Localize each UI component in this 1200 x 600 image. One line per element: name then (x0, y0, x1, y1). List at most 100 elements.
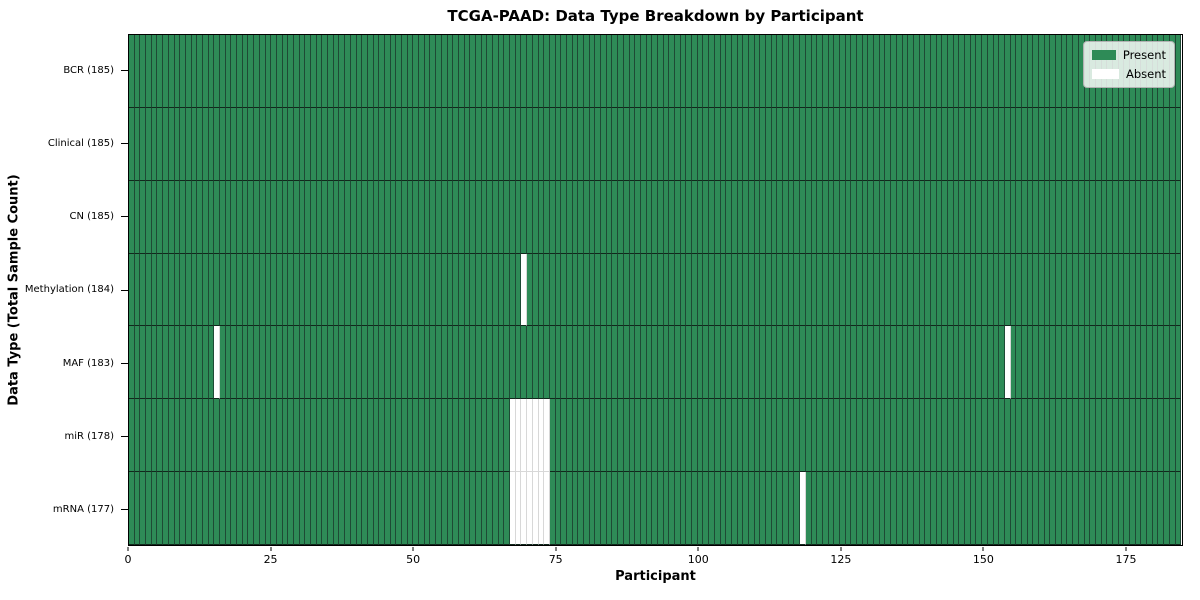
cell-present (783, 253, 789, 327)
cell-present (362, 326, 368, 400)
cell-present (748, 35, 755, 108)
cell-present (737, 253, 744, 327)
cell-present (794, 472, 801, 546)
legend: Present Absent (1083, 41, 1175, 88)
x-tick-mark (982, 547, 984, 551)
cell-present (936, 107, 943, 181)
cell-present (629, 326, 636, 400)
cell-present (1107, 326, 1113, 400)
cell-present (555, 253, 562, 327)
cell-present (487, 253, 493, 327)
cell-present (180, 472, 186, 546)
cell-present (697, 472, 704, 546)
cell-present (146, 180, 152, 254)
y-tick-label: MAF (183) (62, 357, 114, 369)
cell-present (669, 253, 675, 327)
cell-present (1152, 253, 1159, 327)
cell-present (1169, 107, 1176, 181)
cell-present (663, 399, 670, 473)
cell-present (601, 399, 607, 473)
cell-present (248, 180, 255, 254)
cell-present (1158, 253, 1165, 327)
cell-present (475, 326, 482, 400)
cell-present (129, 180, 135, 254)
cell-present (362, 253, 368, 327)
x-tick-mark (840, 547, 842, 551)
cell-present (424, 399, 431, 473)
cell-present (959, 35, 966, 108)
cell-present (146, 253, 152, 327)
cell-present (475, 253, 482, 327)
cell-present (999, 399, 1005, 473)
cell-present (345, 326, 351, 400)
cell-present (1044, 107, 1051, 181)
cell-present (208, 472, 215, 546)
cell-present (1050, 472, 1057, 546)
cell-present (913, 35, 920, 108)
y-tick-label: Methylation (184) (24, 284, 114, 296)
cell-present (879, 326, 886, 400)
cell-present (1112, 326, 1119, 400)
cell-present (1169, 253, 1176, 327)
cell-present (720, 472, 727, 546)
cell-present (868, 180, 875, 254)
cell-present (242, 35, 249, 108)
cell-present (714, 107, 721, 181)
cell-present (606, 35, 613, 108)
cell-present (828, 180, 835, 254)
cell-present (259, 472, 266, 546)
cell-present (481, 35, 488, 108)
cell-present (970, 35, 977, 108)
cell-present (1169, 399, 1176, 473)
y-tick-label: Clinical (185) (47, 138, 114, 150)
cell-present (345, 107, 351, 181)
cell-present (703, 326, 710, 400)
cell-present (913, 472, 920, 546)
cell-present (987, 253, 994, 327)
cell-present (663, 107, 670, 181)
cell-present (578, 107, 584, 181)
cell-present (572, 253, 579, 327)
cell-present (942, 253, 948, 327)
cell-present (265, 253, 272, 327)
cell-absent (544, 399, 550, 473)
cell-present (185, 180, 192, 254)
cell-present (1010, 35, 1017, 108)
cell-present (743, 472, 749, 546)
cell-present (993, 399, 1000, 473)
cell-present (851, 35, 857, 108)
cell-present (464, 107, 471, 181)
cell-present (413, 326, 420, 400)
cell-present (191, 180, 198, 254)
cell-present (652, 180, 658, 254)
cell-present (1078, 472, 1085, 546)
cell-present (788, 35, 795, 108)
cell-present (242, 399, 249, 473)
cell-present (1078, 253, 1085, 327)
cell-present (783, 107, 789, 181)
cell-present (572, 326, 579, 400)
cell-present (919, 472, 926, 546)
cell-present (163, 35, 169, 108)
cell-present (771, 472, 778, 546)
cell-present (925, 180, 931, 254)
cell-present (1050, 35, 1057, 108)
cell-present (908, 472, 914, 546)
cell-present (322, 107, 329, 181)
cell-present (743, 35, 749, 108)
cell-present (896, 180, 903, 254)
cell-present (675, 35, 681, 108)
cell-present (663, 35, 670, 108)
cell-present (248, 35, 255, 108)
cell-present (458, 399, 465, 473)
cell-absent (521, 399, 528, 473)
cell-present (953, 107, 960, 181)
cell-present (180, 35, 186, 108)
cell-present (805, 180, 812, 254)
cell-present (316, 253, 323, 327)
cell-present (589, 35, 596, 108)
cell-present (783, 399, 789, 473)
cell-present (908, 253, 914, 327)
cell-present (282, 107, 289, 181)
cell-present (686, 180, 693, 254)
